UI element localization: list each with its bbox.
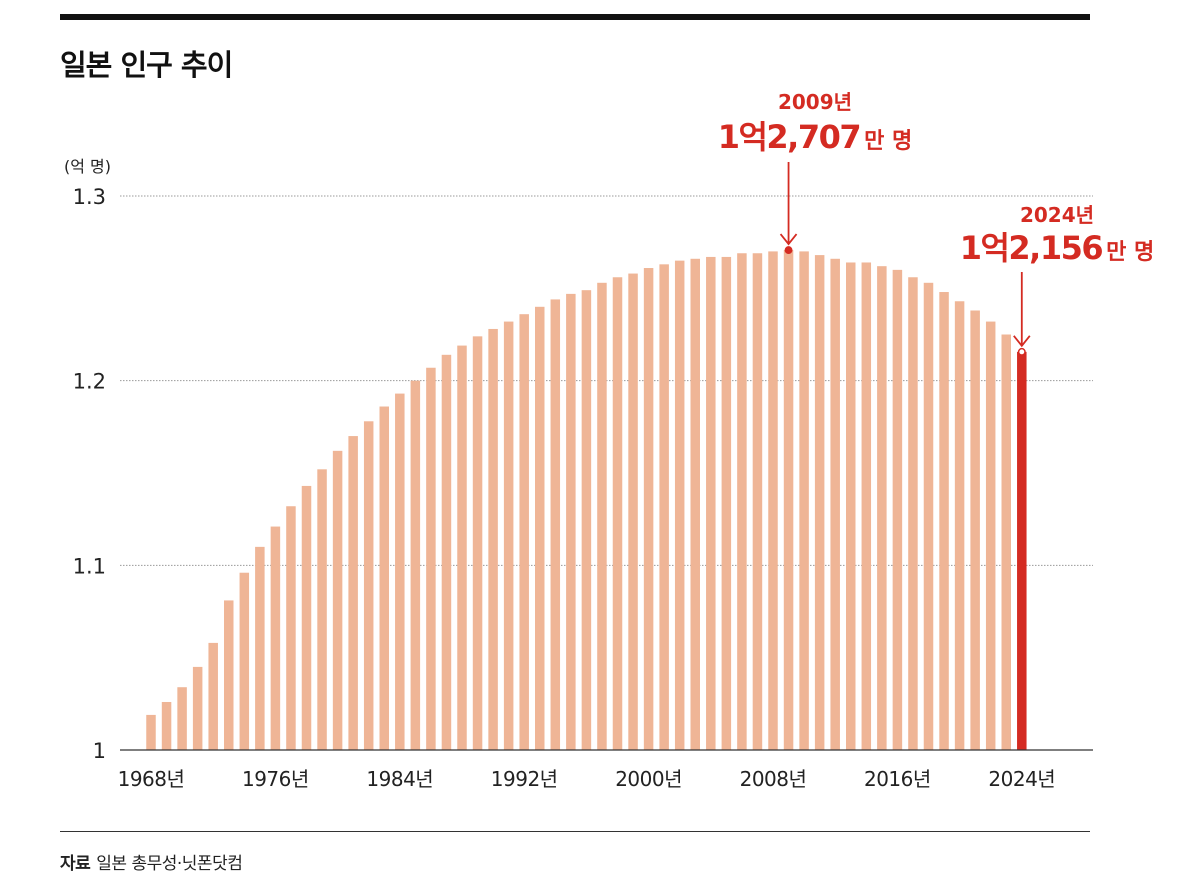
bar (208, 642, 218, 750)
bar (939, 292, 949, 750)
bar (752, 253, 763, 750)
y-tick-label: 1.3 (73, 185, 106, 209)
bar (488, 328, 498, 750)
bar (348, 436, 358, 750)
top-rule (60, 14, 1090, 20)
bar (892, 269, 903, 750)
bar (301, 485, 312, 750)
annotation-year: 2024년 (1020, 203, 1094, 227)
bar (581, 290, 592, 750)
annotation-value: 1억2,707 만 명 (718, 118, 913, 156)
annotation-point (1017, 347, 1026, 356)
x-tick-label: 2008년 (740, 767, 807, 791)
bar (908, 277, 918, 750)
bar (566, 293, 576, 750)
x-tick-label: 1992년 (491, 767, 558, 791)
x-tick-label: 2024년 (988, 767, 1055, 791)
bar (395, 393, 405, 750)
annotation-value-main: 1억2,707 (718, 118, 860, 156)
bar (1001, 334, 1011, 750)
bar (737, 253, 747, 750)
bar (192, 666, 203, 750)
bar (861, 262, 872, 750)
annotation-value: 1억2,156 만 명 (960, 229, 1155, 267)
annotation-value-main: 1억2,156 (960, 229, 1103, 267)
source-text: 일본 총무성·닛폰닷컴 (96, 854, 243, 874)
bar (690, 258, 700, 750)
x-tick-label: 1968년 (118, 767, 185, 791)
x-tick-label: 2016년 (864, 767, 931, 791)
bar (286, 506, 296, 750)
bar (503, 321, 514, 750)
bar (706, 256, 716, 750)
chart-title: 일본 인구 추이 (60, 48, 233, 82)
bar (255, 546, 265, 750)
bar (768, 251, 778, 750)
bar (146, 714, 156, 750)
annotation-arrow-head (1013, 335, 1031, 348)
bar (612, 277, 623, 750)
bar (161, 701, 172, 750)
bar (457, 345, 467, 750)
bar (363, 421, 374, 750)
bar (643, 268, 654, 750)
bar-highlight (1017, 351, 1027, 750)
y-tick-label: 1.2 (73, 370, 106, 394)
bar (519, 314, 529, 750)
bar (379, 406, 389, 750)
bar (177, 687, 187, 750)
bottom-rule (60, 831, 1090, 832)
bar (628, 273, 638, 750)
bar (814, 255, 825, 751)
annotation-value-unit: 만 명 (864, 129, 912, 154)
bar (472, 336, 483, 750)
bar (224, 600, 234, 750)
bar (846, 262, 856, 750)
bar (597, 282, 607, 750)
bar (332, 450, 343, 750)
bar (985, 321, 996, 750)
annotation-arrow-head (779, 233, 798, 246)
bar (799, 251, 809, 750)
bar (830, 258, 840, 750)
bar (550, 299, 561, 750)
bar (441, 354, 452, 750)
bar (877, 266, 887, 750)
bar (954, 301, 965, 750)
x-tick-label: 1976년 (242, 767, 309, 791)
bar (270, 526, 281, 750)
source-label: 자료 (60, 854, 91, 874)
annotation-value-unit: 만 명 (1106, 240, 1154, 265)
y-tick-label: 1.1 (73, 554, 106, 578)
bar (239, 572, 250, 750)
bar (659, 264, 669, 750)
bar (783, 250, 794, 750)
bar (410, 380, 421, 750)
x-tick-label: 2000년 (615, 767, 682, 791)
y-tick-label: 1 (93, 739, 106, 763)
annotation-year: 2009년 (778, 90, 852, 114)
bar (721, 256, 732, 750)
annotation-point (784, 246, 793, 255)
bar (923, 282, 934, 750)
bar (535, 306, 545, 750)
x-tick-label: 1984년 (366, 767, 433, 791)
y-axis-label: (억 명) (64, 157, 111, 176)
bar (426, 367, 436, 750)
source-note: 자료 일본 총무성·닛폰닷컴 (60, 849, 243, 874)
bar (970, 310, 980, 750)
bar (317, 469, 327, 750)
bar (674, 260, 685, 750)
